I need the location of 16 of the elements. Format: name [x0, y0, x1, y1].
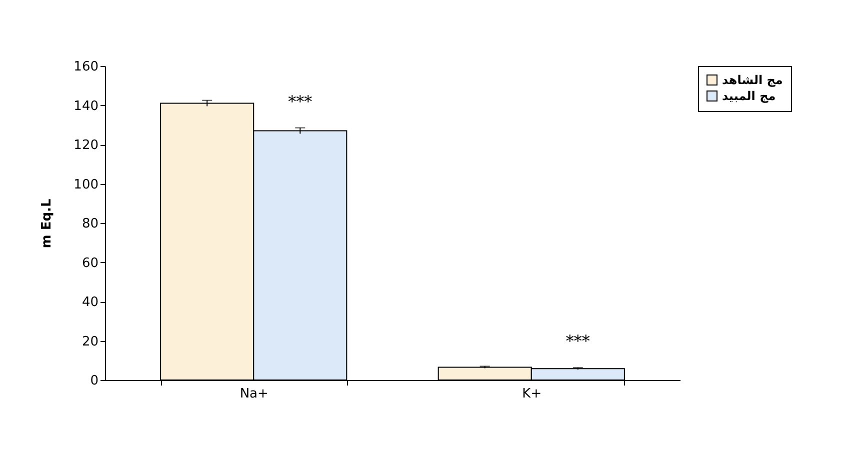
y-tick-label: 100 [74, 177, 98, 192]
y-tick-label: 120 [74, 138, 98, 153]
y-tick-label: 0 [90, 374, 98, 388]
annotation: *** [288, 92, 312, 111]
y-tick-label: 40 [82, 295, 98, 310]
y-tick-label: 80 [82, 216, 98, 232]
x-tick-label: K+ [522, 386, 542, 402]
y-axis-title: m Eq.L [40, 198, 55, 248]
legend-label: مج الشاهد [722, 73, 783, 87]
annotation: *** [566, 332, 590, 351]
y-tick-label: 60 [82, 256, 98, 271]
x-tick-label: Na+ [240, 386, 268, 402]
legend-label: مج المبيد [722, 89, 776, 103]
y-tick-label: 160 [74, 60, 98, 74]
y-tick-label: 20 [82, 334, 98, 350]
y-tick-label: 140 [74, 98, 98, 114]
